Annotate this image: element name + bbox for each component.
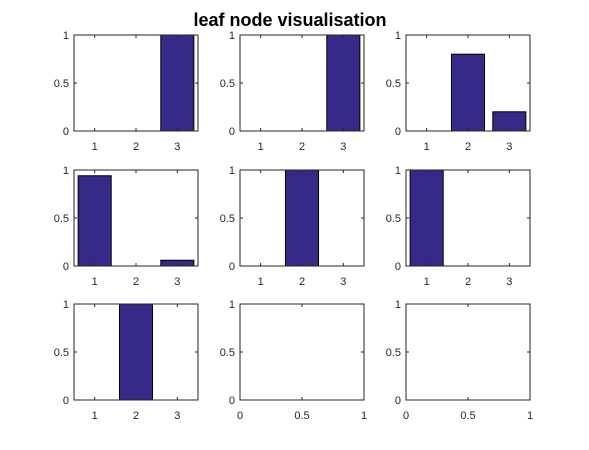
x-tick-label: 0 <box>237 410 243 422</box>
axes-box <box>405 169 531 267</box>
y-tick-label: 0.5 <box>386 213 401 225</box>
y-tick-label: 0 <box>229 395 235 407</box>
x-tick-label: 1 <box>92 410 98 422</box>
y-tick-label: 0 <box>229 126 235 138</box>
y-tick-label: 1 <box>395 165 401 177</box>
y-tick-label: 1 <box>63 165 69 177</box>
axes-box <box>73 303 199 401</box>
x-tick-label: 0.5 <box>460 410 475 422</box>
axes-box <box>239 303 365 401</box>
axes-box <box>73 34 199 132</box>
subplot-3: 1 2 3 0 0.5 1 <box>386 30 531 153</box>
x-tick-label: 3 <box>506 141 512 153</box>
x-tick-label: 3 <box>340 276 346 288</box>
x-tick-label: 1 <box>92 276 98 288</box>
y-tick-label: 0.5 <box>386 347 401 359</box>
y-tick-label: 0.5 <box>54 213 69 225</box>
x-tick-label: 0.5 <box>294 410 309 422</box>
axes-box <box>73 169 199 267</box>
y-tick-label: 1 <box>395 30 401 42</box>
axes-box <box>239 34 365 132</box>
x-tick-label: 2 <box>465 276 471 288</box>
y-tick-label: 1 <box>395 299 401 311</box>
subplot-6: 1 2 3 0 0.5 1 <box>386 165 531 288</box>
plot-area <box>240 304 364 400</box>
subplot-9: 0 0.5 1 0 0.5 1 <box>386 299 533 422</box>
x-tick-label: 1 <box>258 276 264 288</box>
x-tick-label: 3 <box>340 141 346 153</box>
figure-title: leaf node visualisation <box>193 10 386 30</box>
x-tick-label: 3 <box>174 141 180 153</box>
bar-1 <box>77 175 112 267</box>
bar-2 <box>118 303 154 401</box>
x-tick-label: 1 <box>424 141 430 153</box>
bar-3 <box>326 34 361 132</box>
subplot-7: 1 2 3 0 0.5 1 <box>54 299 199 422</box>
y-tick-label: 1 <box>63 30 69 42</box>
bar-3 <box>160 34 195 132</box>
axes-box <box>405 34 531 132</box>
x-tick-label: 2 <box>133 141 139 153</box>
x-tick-label: 2 <box>465 141 471 153</box>
y-tick-label: 1 <box>229 165 235 177</box>
x-tick-label: 2 <box>299 276 305 288</box>
y-tick-label: 0.5 <box>220 213 235 225</box>
axes-box <box>239 169 365 267</box>
y-tick-label: 1 <box>229 299 235 311</box>
bar-2 <box>450 53 486 132</box>
subplot-8: 0 0.5 1 0 0.5 1 <box>220 299 367 422</box>
y-tick-label: 0.5 <box>220 78 235 90</box>
y-tick-label: 0 <box>395 126 401 138</box>
y-tick-label: 0.5 <box>220 347 235 359</box>
y-tick-label: 0.5 <box>54 347 69 359</box>
x-tick-label: 1 <box>92 141 98 153</box>
y-tick-label: 0 <box>395 395 401 407</box>
x-tick-label: 3 <box>174 276 180 288</box>
bar-2 <box>284 169 320 267</box>
y-tick-label: 0.5 <box>386 78 401 90</box>
y-tick-label: 0 <box>63 126 69 138</box>
x-tick-label: 2 <box>299 141 305 153</box>
y-tick-label: 0 <box>229 261 235 273</box>
y-tick-label: 1 <box>63 299 69 311</box>
subplot-grid: 1 2 300.511 2 300.511 2 300.511 2 300.511 2 300.51… <box>54 30 533 422</box>
subplot-5: 1 2 3 0 0.5 1 <box>220 165 365 288</box>
x-tick-label: 0 <box>403 410 409 422</box>
x-tick-label: 1 <box>258 141 264 153</box>
axes-box <box>405 303 531 401</box>
y-tick-label: 0 <box>63 395 69 407</box>
x-tick-label: 1 <box>424 276 430 288</box>
x-tick-label: 1 <box>361 410 367 422</box>
y-tick-label: 0 <box>395 261 401 273</box>
subplot-4: 1 2 3 0 0.5 1 <box>54 165 199 288</box>
subplot-1: 1 2 3 0 0.5 1 <box>54 30 199 153</box>
y-tick-label: 0 <box>63 261 69 273</box>
x-tick-label: 1 <box>527 410 533 422</box>
x-tick-label: 3 <box>506 276 512 288</box>
x-tick-label: 3 <box>174 410 180 422</box>
bar-1 <box>409 169 444 267</box>
x-tick-label: 2 <box>133 276 139 288</box>
y-tick-label: 0.5 <box>54 78 69 90</box>
subplot-2: 1 2 3 0 0.5 1 <box>220 30 365 153</box>
plot-area <box>406 304 530 400</box>
x-tick-label: 2 <box>133 410 139 422</box>
y-tick-label: 1 <box>229 30 235 42</box>
